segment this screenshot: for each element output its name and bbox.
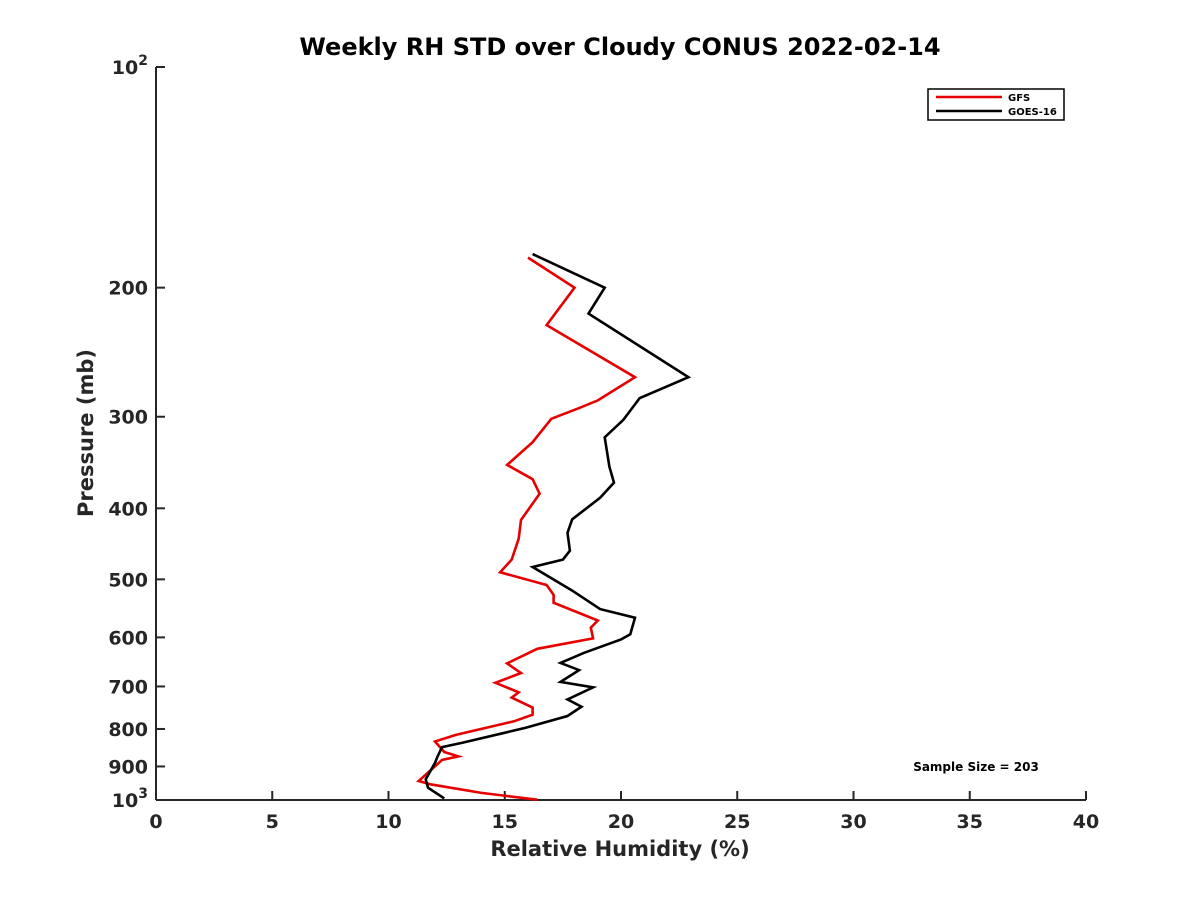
series-lines <box>416 252 692 801</box>
x-tick-label: 35 <box>957 811 983 833</box>
y-axis-label: Pressure (mb) <box>74 349 98 517</box>
x-tick-label: 0 <box>149 811 162 833</box>
x-tick-label: 10 <box>375 811 401 833</box>
legend-box <box>927 88 1065 121</box>
x-tick-label: 5 <box>266 811 279 833</box>
y-tick-label: 600 <box>108 627 148 649</box>
legend-label-goes16: GOES-16 <box>1008 107 1057 118</box>
y-tick-label: 400 <box>108 498 148 520</box>
y-tick-label: 800 <box>108 719 148 741</box>
x-tick-label: 40 <box>1073 811 1099 833</box>
x-tick-label: 30 <box>840 811 866 833</box>
series-line-goes16 <box>424 252 692 800</box>
y-tick-label: 900 <box>108 756 148 778</box>
x-tick-label: 25 <box>724 811 750 833</box>
chart-title: Weekly RH STD over Cloudy CONUS 2022-02-… <box>299 33 940 61</box>
y-tick-label: 500 <box>108 569 148 591</box>
legend-label-gfs: GFS <box>1008 93 1030 104</box>
y-tick-label: 700 <box>108 676 148 698</box>
y-tick-label: 200 <box>108 278 148 300</box>
y-tick-label: 103 <box>112 786 148 812</box>
x-axis-ticks: 0 5 10 15 20 25 30 35 40 <box>149 791 1099 833</box>
y-axis-ticks: 102 200 300 400 500 600 700 800 900 103 <box>108 53 165 812</box>
legend: GFS GOES-16 <box>927 88 1065 121</box>
x-tick-label: 20 <box>608 811 634 833</box>
x-tick-label: 15 <box>492 811 518 833</box>
sample-size-annotation: Sample Size = 203 <box>913 760 1039 774</box>
y-tick-label: 102 <box>112 53 148 79</box>
y-tick-label: 300 <box>108 407 148 429</box>
x-axis-label: Relative Humidity (%) <box>490 837 749 861</box>
